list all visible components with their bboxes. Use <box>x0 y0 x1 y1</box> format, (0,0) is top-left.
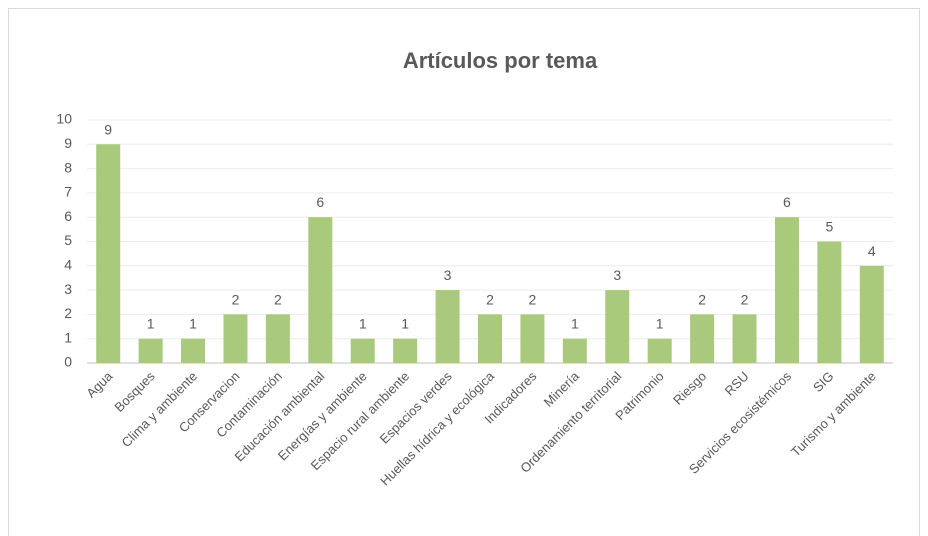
data-label: 6 <box>316 194 324 210</box>
data-label: 2 <box>232 291 240 307</box>
chart-border <box>8 8 920 536</box>
data-label: 1 <box>147 316 155 332</box>
bar <box>181 338 206 363</box>
bar <box>647 338 672 363</box>
data-label: 3 <box>613 267 621 283</box>
bar <box>562 338 587 363</box>
y-tick-label: 6 <box>64 208 72 224</box>
bar <box>817 241 842 363</box>
data-label: 2 <box>529 291 537 307</box>
bar <box>732 314 757 363</box>
y-tick-label: 4 <box>64 257 72 273</box>
data-label: 1 <box>401 316 409 332</box>
bar <box>138 338 163 363</box>
bar <box>478 314 502 363</box>
data-label: 1 <box>656 316 664 332</box>
chart-title: Artículos por tema <box>403 48 598 73</box>
data-label: 4 <box>868 243 876 259</box>
bar <box>223 314 248 363</box>
y-tick-label: 0 <box>64 354 72 370</box>
y-tick-label: 2 <box>64 305 72 321</box>
bar <box>308 217 333 363</box>
data-label: 5 <box>825 219 833 235</box>
y-tick-label: 8 <box>64 159 72 175</box>
data-label: 2 <box>486 291 494 307</box>
bar <box>520 314 545 363</box>
bar <box>774 217 799 363</box>
data-label: 1 <box>359 316 367 332</box>
data-label: 1 <box>189 316 197 332</box>
y-tick-label: 1 <box>64 329 72 345</box>
bar <box>350 338 375 363</box>
bar <box>393 338 418 363</box>
bar <box>96 144 121 363</box>
data-label: 6 <box>783 194 791 210</box>
y-tick-label: 5 <box>64 232 72 248</box>
y-tick-label: 7 <box>64 184 72 200</box>
data-label: 3 <box>444 267 452 283</box>
data-label: 9 <box>104 121 112 137</box>
data-label: 2 <box>698 291 706 307</box>
data-label: 1 <box>571 316 579 332</box>
bar <box>435 290 460 363</box>
y-tick-label: 3 <box>64 281 72 297</box>
bar <box>859 265 884 363</box>
bar <box>690 314 715 363</box>
data-label: 2 <box>274 291 282 307</box>
data-label: 2 <box>741 291 749 307</box>
y-tick-label: 9 <box>64 135 72 151</box>
y-tick-label: 10 <box>56 111 72 127</box>
bar <box>265 314 290 363</box>
bar <box>605 290 630 363</box>
